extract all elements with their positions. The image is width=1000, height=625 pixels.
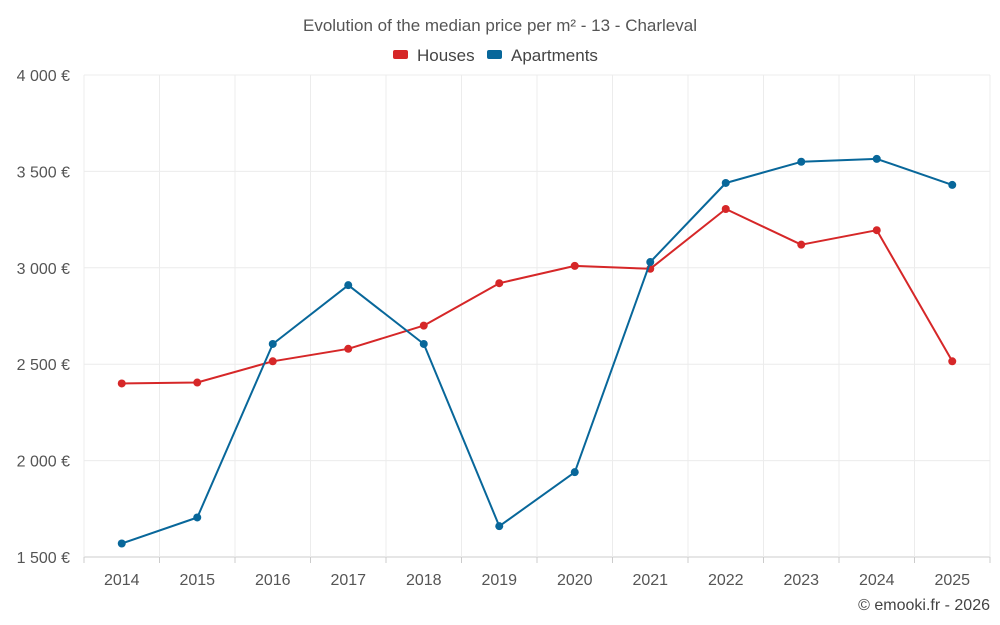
legend-label-apartments: Apartments [511,46,598,65]
x-tick-label: 2019 [481,572,517,589]
data-point-houses[interactable] [419,321,428,330]
data-point-houses[interactable] [344,344,353,353]
chart-title: Evolution of the median price per m² - 1… [303,16,697,35]
grid [83,74,991,558]
data-point-houses[interactable] [872,226,881,235]
y-axis: 1 500 € 2 000 € 2 500 € 3 000 € 3 500 € 4 000… [17,68,70,567]
series-apartments [117,154,957,548]
data-point-apartments[interactable] [646,258,655,267]
legend-swatch-apartments [487,50,502,59]
y-tick-label: 3 000 € [17,261,70,278]
data-point-apartments[interactable] [872,154,881,163]
x-tick-label: 2015 [179,572,215,589]
data-point-houses[interactable] [721,204,730,213]
series-houses [117,204,957,388]
y-tick-label: 2 500 € [17,357,70,374]
x-axis: 2014 2015 2016 2017 2018 2019 2020 2021 2022 2023… [83,557,991,589]
data-point-apartments[interactable] [193,513,202,522]
legend-item-apartments[interactable]: Apartments [487,46,598,65]
data-point-apartments[interactable] [495,522,504,531]
data-point-houses[interactable] [570,261,579,270]
data-point-apartments[interactable] [570,468,579,477]
x-tick-label: 2024 [859,572,895,589]
data-point-houses[interactable] [797,240,806,249]
data-point-apartments[interactable] [268,339,277,348]
y-tick-label: 3 500 € [17,164,70,181]
x-tick-label: 2022 [708,572,744,589]
x-tick-label: 2020 [557,572,593,589]
x-tick-label: 2017 [330,572,366,589]
data-point-apartments[interactable] [419,339,428,348]
x-tick-label: 2021 [632,572,668,589]
data-point-houses[interactable] [495,279,504,288]
x-tick-label: 2016 [255,572,291,589]
data-point-apartments[interactable] [721,178,730,187]
data-point-apartments[interactable] [948,180,957,189]
y-tick-label: 2 000 € [17,454,70,471]
series-line-apartments [121,157,953,545]
legend[interactable]: Houses Apartments [393,46,598,65]
series-layer [117,154,957,548]
data-point-houses[interactable] [268,357,277,366]
y-tick-label: 4 000 € [17,68,70,85]
x-tick-label: 2025 [934,572,970,589]
x-tick-label: 2023 [783,572,819,589]
data-point-houses[interactable] [948,357,957,366]
credit-text: © emooki.fr - 2026 [858,597,990,614]
data-point-apartments[interactable] [797,157,806,166]
legend-item-houses[interactable]: Houses [393,46,475,65]
data-point-houses[interactable] [117,379,126,388]
y-tick-label: 1 500 € [17,550,70,567]
series-line-houses [121,208,954,385]
x-tick-label: 2014 [104,572,140,589]
legend-label-houses: Houses [417,46,475,65]
x-tick-label: 2018 [406,572,442,589]
data-point-apartments[interactable] [344,281,353,290]
legend-swatch-houses [393,50,408,59]
data-point-apartments[interactable] [117,539,126,548]
data-point-houses[interactable] [193,378,202,387]
